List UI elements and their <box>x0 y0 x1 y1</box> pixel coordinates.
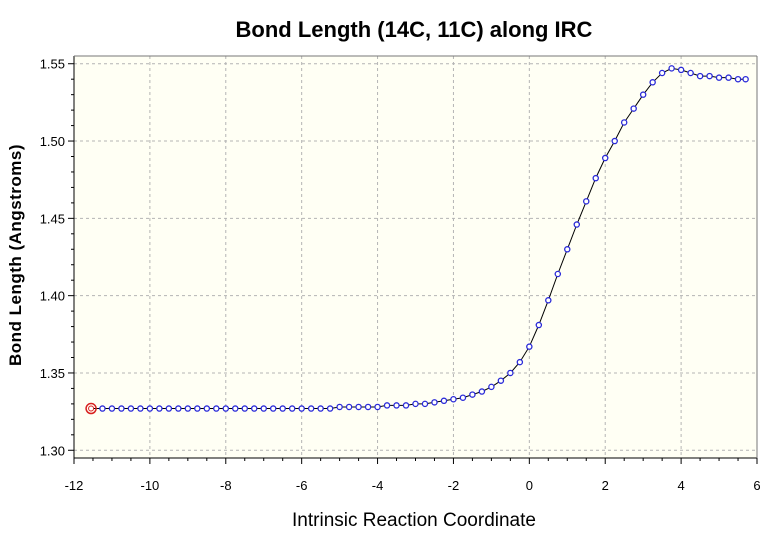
data-point <box>649 79 656 86</box>
data-point <box>545 297 552 304</box>
data-point <box>269 405 277 412</box>
data-point <box>326 405 334 412</box>
chart-title: Bond Length (14C, 11C) along IRC <box>236 17 593 42</box>
data-point <box>497 377 505 384</box>
data-point <box>564 246 571 253</box>
data-point <box>725 74 732 81</box>
x-tick-label: -6 <box>296 478 308 493</box>
data-point <box>288 405 296 412</box>
x-tick-label: -4 <box>372 478 384 493</box>
x-tick-label: -12 <box>65 478 84 493</box>
data-point <box>241 405 248 412</box>
data-point <box>507 369 514 377</box>
y-tick-label: 1.40 <box>40 289 65 304</box>
data-point <box>260 405 267 412</box>
data-points <box>85 65 749 415</box>
y-tick-label: 1.35 <box>40 366 65 381</box>
data-point <box>165 405 173 412</box>
data-point <box>611 137 618 145</box>
x-tick-label: 2 <box>602 478 609 493</box>
x-tick-label: 0 <box>526 478 533 493</box>
data-point <box>232 405 239 412</box>
data-point <box>450 395 457 403</box>
data-point <box>194 405 201 412</box>
y-tick-labels: 1.30 1.35 1.40 1.45 1.50 1.55 <box>40 57 65 459</box>
data-point <box>336 403 343 411</box>
data-point <box>355 403 362 411</box>
data-point <box>535 321 543 329</box>
data-point <box>317 405 324 412</box>
data-point <box>146 405 154 412</box>
data-point <box>687 69 694 77</box>
data-point <box>516 358 524 366</box>
data-point <box>592 174 599 182</box>
data-point <box>677 66 685 74</box>
data-point <box>374 403 381 411</box>
data-point <box>630 105 637 112</box>
x-tick-label: 6 <box>753 478 760 493</box>
data-point <box>478 388 486 395</box>
data-point <box>108 405 116 412</box>
y-axis-label: Bond Length (Angstroms) <box>6 144 25 366</box>
x-tick-label: -8 <box>220 478 232 493</box>
data-point <box>583 198 590 205</box>
axes <box>68 55 758 464</box>
data-point <box>156 405 163 412</box>
data-point <box>213 405 220 412</box>
x-tick-label: -2 <box>448 478 460 493</box>
data-point <box>250 405 258 412</box>
x-tick-label: 4 <box>677 478 684 493</box>
data-point <box>184 405 192 412</box>
data-point <box>715 74 723 81</box>
data-point <box>601 154 609 162</box>
plot-area <box>74 56 757 458</box>
x-tick-labels: -12 -10 -8 -6 -4 -2 0 2 4 6 <box>65 478 761 493</box>
y-tick-label: 1.45 <box>40 211 65 226</box>
data-point <box>127 405 135 412</box>
data-point <box>307 405 315 412</box>
data-point <box>431 399 438 406</box>
data-point <box>734 75 742 83</box>
data-point <box>696 72 704 80</box>
data-point <box>203 405 211 412</box>
data-point <box>668 65 675 72</box>
data-point <box>526 343 533 350</box>
highlighted-data-point-core <box>88 405 95 412</box>
data-point <box>488 383 495 391</box>
data-point <box>573 221 581 228</box>
data-point <box>279 405 286 412</box>
x-axis-label: Intrinsic Reaction Coordinate <box>292 510 536 531</box>
y-tick-label: 1.55 <box>40 57 65 72</box>
data-point <box>118 405 125 412</box>
data-point <box>345 403 353 411</box>
y-tick-label: 1.50 <box>40 134 65 149</box>
data-point <box>99 405 106 412</box>
data-point <box>421 400 429 408</box>
x-tick-label: -10 <box>140 478 159 493</box>
data-point <box>658 69 666 77</box>
data-point <box>620 119 628 126</box>
data-point <box>742 75 749 83</box>
series-line <box>91 67 746 409</box>
y-tick-label: 1.30 <box>40 443 65 458</box>
data-point <box>137 405 144 412</box>
data-point <box>175 405 182 412</box>
data-point <box>706 72 713 80</box>
data-point <box>364 403 372 411</box>
data-point <box>440 397 448 405</box>
data-point <box>298 405 305 412</box>
data-point <box>639 91 647 98</box>
data-point <box>554 270 562 278</box>
data-point <box>383 402 391 409</box>
data-point <box>393 402 400 409</box>
data-point <box>412 400 419 408</box>
highlighted-data-point <box>85 402 97 415</box>
data-point <box>459 394 467 401</box>
data-point <box>469 391 476 398</box>
data-point <box>222 405 230 412</box>
data-point <box>402 402 410 409</box>
